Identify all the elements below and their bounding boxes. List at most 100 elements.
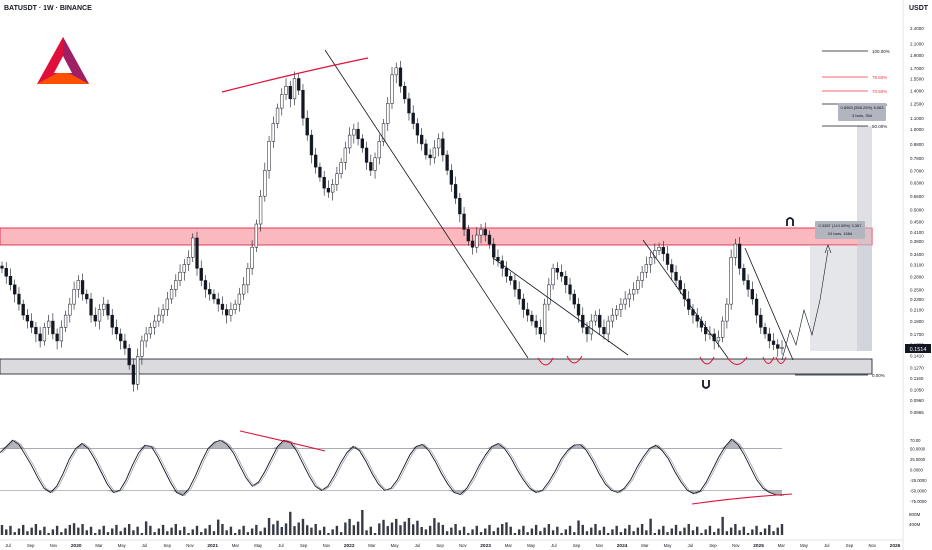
- candle-body: [453, 184, 458, 199]
- candle-body: [449, 170, 453, 185]
- candle-body: [72, 289, 76, 305]
- price-label: 0.6300: [910, 181, 924, 186]
- fib-label: 70.50%: [872, 89, 887, 94]
- volume-bar: [123, 527, 127, 535]
- volume-bar: [335, 525, 339, 535]
- candle-body: [483, 229, 487, 236]
- volume-bar: [534, 524, 538, 535]
- candle-body: [492, 243, 496, 258]
- candle-body: [314, 154, 318, 168]
- price-label: 2.1000: [910, 41, 924, 46]
- price-label: 0.3800: [910, 239, 924, 244]
- time-label: Mar: [641, 543, 649, 548]
- candle-body: [288, 85, 292, 100]
- candle-body: [136, 356, 140, 385]
- volume-bar: [501, 524, 504, 535]
- candle-body: [445, 154, 449, 171]
- candle-body: [148, 327, 153, 335]
- volume-bar: [700, 533, 703, 535]
- time-label: 2020: [71, 543, 82, 549]
- candle-body: [110, 314, 114, 328]
- volume-bar: [55, 525, 59, 535]
- candle-body: [682, 289, 687, 300]
- candle-body: [305, 117, 309, 136]
- volume-bar: [289, 511, 292, 535]
- price-label: 0.1700: [910, 332, 924, 337]
- candle-body: [93, 314, 97, 322]
- price-label: 1.2500: [910, 101, 924, 106]
- candle-body: [415, 123, 420, 136]
- candle-body: [479, 229, 483, 236]
- time-label: Sep: [300, 543, 308, 548]
- volume-bar: [34, 524, 38, 535]
- volume-bar: [636, 527, 640, 535]
- volume-bar: [280, 527, 283, 535]
- volume-bar: [127, 524, 131, 535]
- volume-bar: [551, 530, 555, 535]
- volume-bar: [246, 532, 250, 535]
- candle-body: [564, 276, 568, 286]
- volume-bar: [51, 529, 55, 535]
- volume-bar: [640, 524, 644, 535]
- time-label: Mar: [95, 543, 103, 548]
- volume-bar: [386, 526, 389, 535]
- time-axis[interactable]: Jul Sep Nov 2020 Mar May Jul Sep Nov 2021 Mar May Ju…: [5, 543, 900, 549]
- volume-bar: [43, 526, 46, 535]
- volume-bar: [556, 526, 559, 535]
- time-label: May: [254, 543, 263, 548]
- volume-bar: [403, 521, 406, 535]
- volume-bar: [191, 529, 194, 535]
- volume-bar: [161, 524, 165, 535]
- volume-bar: [81, 524, 84, 535]
- candle-body: [373, 157, 377, 171]
- volume-bar: [153, 532, 156, 535]
- volume-bar: [13, 532, 16, 535]
- volume-bar: [721, 516, 724, 535]
- candle-body: [80, 280, 85, 295]
- osc-level-label: -25.0000: [910, 478, 927, 483]
- measure-box-top-line-1: 0.8963 (558.25%) 8,963: [841, 105, 885, 110]
- volume-bar: [204, 528, 207, 535]
- volume-bar: [755, 525, 758, 535]
- candle-body: [191, 237, 195, 258]
- candle-body: [165, 298, 169, 310]
- price-axis[interactable]: 2.4000 2.1000 1.9000 1.7000 1.5500 1.4000 1.25…: [910, 26, 924, 415]
- price-label: 0.7800: [910, 156, 924, 161]
- volume-bar: [339, 532, 343, 535]
- volume-bar: [115, 524, 118, 535]
- candle-body: [127, 348, 131, 366]
- candle-body: [754, 298, 759, 316]
- osc-bullish-divergence: [691, 493, 793, 505]
- volume-bar: [573, 532, 576, 535]
- candle-body: [636, 280, 640, 290]
- candle-body: [38, 333, 42, 342]
- volume-bar: [462, 526, 466, 535]
- time-label: Sep: [846, 543, 854, 548]
- volume-bar: [301, 518, 305, 535]
- candle-body: [4, 268, 8, 277]
- volume-bar: [144, 521, 148, 535]
- candle-body: [555, 268, 559, 273]
- time-label: Jul: [278, 543, 283, 548]
- candle-body: [729, 257, 733, 305]
- volume-bar: [331, 529, 334, 535]
- time-label: 2022: [344, 543, 355, 549]
- candle-body: [674, 271, 678, 281]
- volume-bar: [136, 526, 139, 535]
- osc-level-label: 25.0000: [910, 457, 926, 462]
- volume-bar: [229, 526, 233, 535]
- candle-body: [776, 344, 780, 349]
- candle-body: [356, 128, 360, 140]
- volume-bar: [111, 528, 114, 535]
- volume-bar: [458, 530, 462, 535]
- volume-bar: [119, 531, 122, 535]
- time-label: Mar: [505, 543, 513, 548]
- volume-bar: [725, 531, 729, 535]
- trendline-2: [492, 257, 629, 356]
- volume-bar: [687, 524, 690, 535]
- price-label: 0.0865: [910, 410, 924, 415]
- volume-bar: [496, 527, 500, 535]
- volume-bar: [577, 520, 580, 535]
- candle-body: [326, 187, 331, 193]
